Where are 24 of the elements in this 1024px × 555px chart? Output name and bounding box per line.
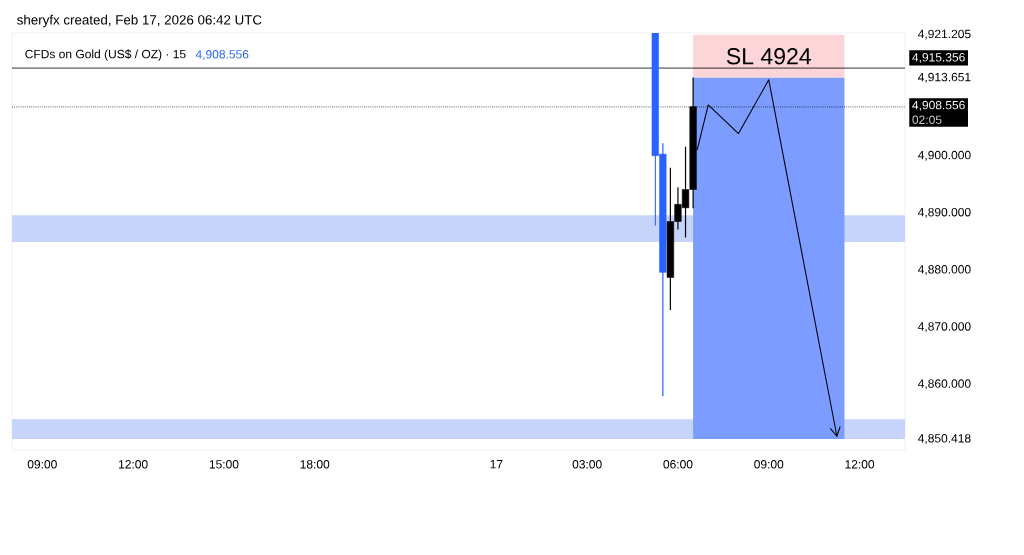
x-tick-label: 09:00 [27,460,57,469]
ref-line-label: 4,908.556 [912,100,965,111]
y-tick-label: 4,880.000 [918,265,971,275]
ref-line-label: 4,915.356 [912,53,965,63]
y-tick-label: 4,890.000 [918,207,971,218]
x-tick-label: 03:00 [572,460,602,469]
annotation: 4,908.556 [195,50,249,60]
x-tick-label: 09:00 [754,460,784,469]
y-tick-label: 4,850.418 [918,434,971,444]
text: CFDs on Gold (US$ / OZ) · 15 [25,49,186,61]
x-tick-label: 17 [490,460,503,469]
x-tick-label: 18:00 [300,460,330,469]
y-tick-label: 4,870.000 [918,322,971,333]
series-label: SL 4924 [726,48,811,65]
y-tick-label: 4,913.651 [918,72,971,83]
y-tick-label: 4,900.000 [918,150,971,161]
chart-title: sheryfx created, Feb 17, 2026 06:42 UTC [17,14,262,28]
text: 02:05 [912,115,942,125]
y-tick-label: 4,860.000 [918,379,971,390]
x-tick-label: 12:00 [119,460,148,469]
x-tick-label: 06:00 [663,460,693,469]
y-tick-label: 4,921.205 [918,29,971,40]
x-tick-label: 15:00 [209,460,239,469]
x-tick-label: 12:00 [845,460,875,469]
